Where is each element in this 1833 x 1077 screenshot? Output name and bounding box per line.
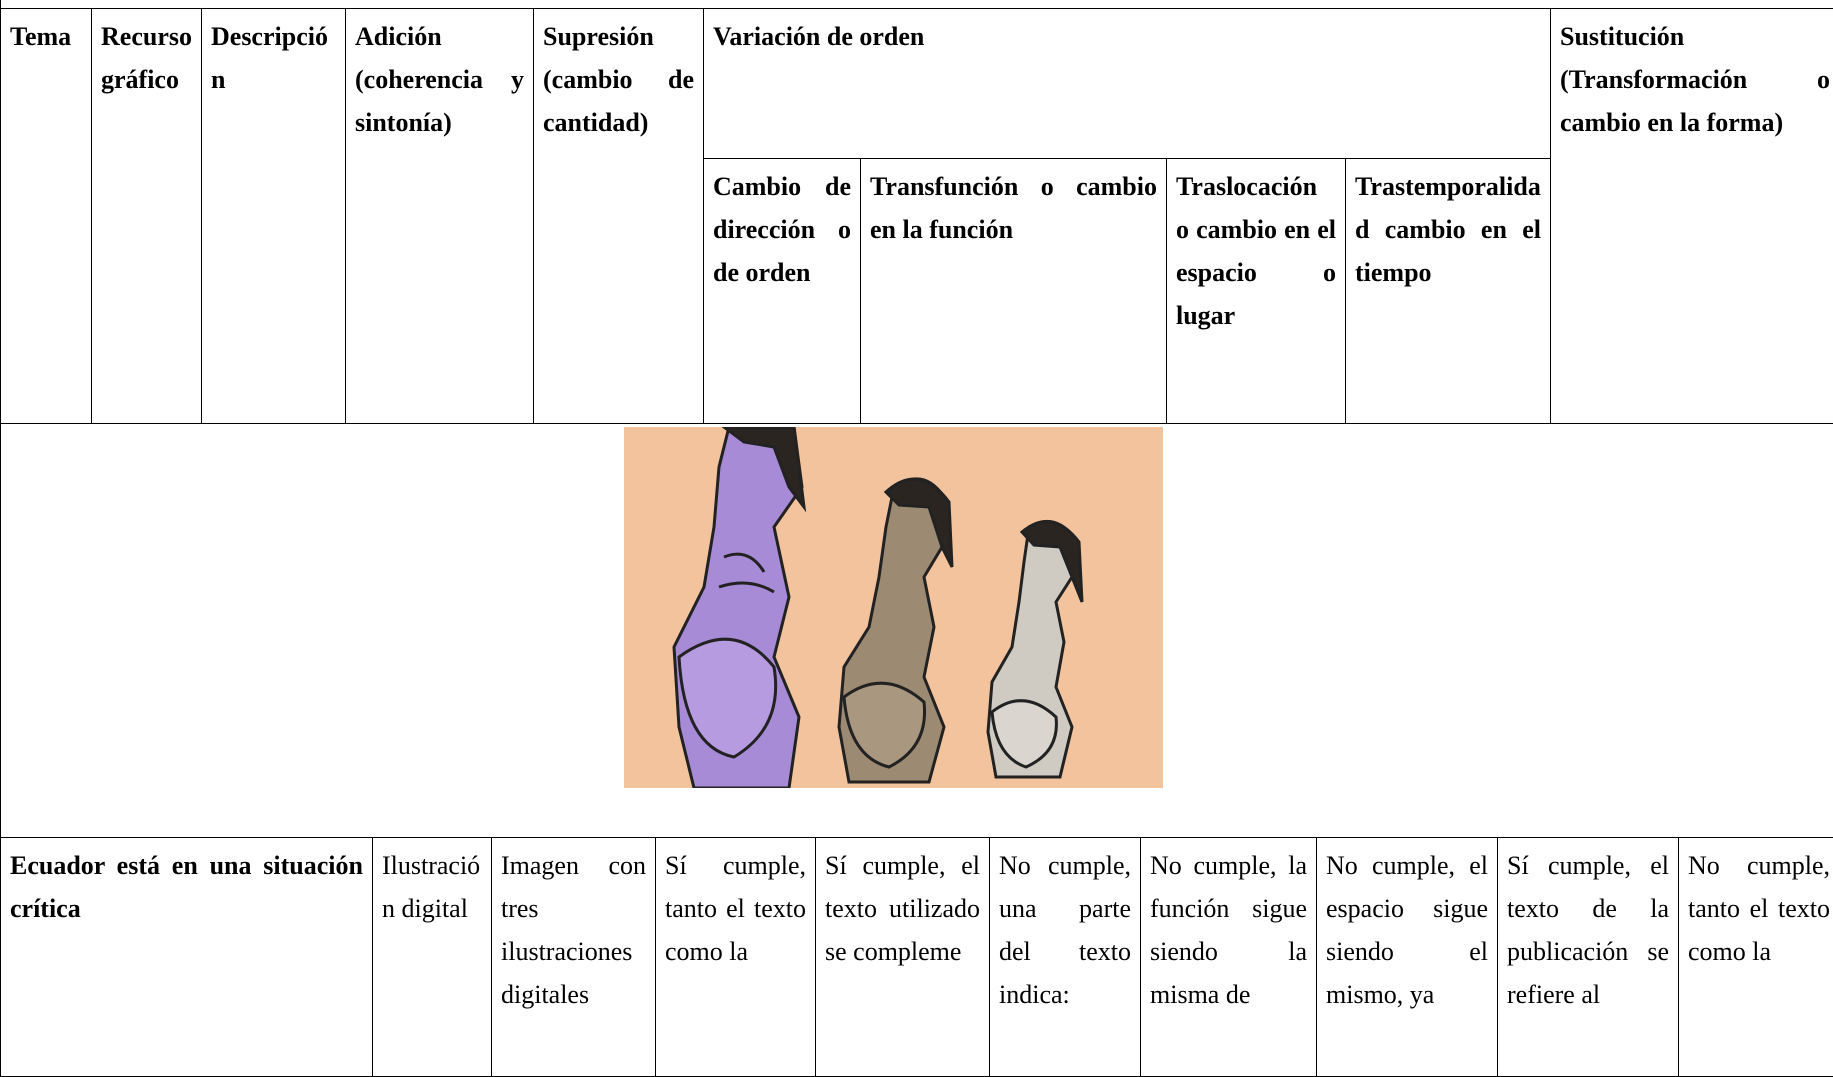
data-cell: No cumple, tanto el texto como la [1678,837,1833,1077]
data-cell: No cumple, una parte del texto indica: [989,837,1141,1077]
header-cell: Tema [0,8,92,424]
subheader-cell: Transfunción o cambio en la función [860,158,1167,424]
subheader-cell: Traslocación o cambio en el espacio o lu… [1166,158,1346,424]
data-cell: Ilustración digital [372,837,492,1077]
data-cell: Sí cumple, tanto el texto como la [655,837,816,1077]
header-cell: Supresión (cambio de cantidad) [533,8,704,424]
data-cell: No cumple, la función sigue siendo la mi… [1140,837,1317,1077]
header-cell: Descripción [201,8,346,424]
header-cell: Adición (coherencia y sintonía) [345,8,534,424]
subheader-cell: Cambio de dirección o de orden [703,158,861,424]
header-cell: Variación de orden [703,8,1551,159]
data-cell: Imagen con tres ilustraciones digitales [491,837,656,1077]
illustration [624,427,1163,788]
data-cell: Ecuador está en una situación crítica [0,837,373,1077]
header-cell: Sustitución (Transformación o cambio en … [1550,8,1833,424]
subheader-cell: Trastemporalidad cambio en el tiempo [1345,158,1551,424]
data-cell: Sí cumple, el texto de la publicación se… [1497,837,1679,1077]
table-edge [0,0,1833,8]
data-cell: Sí cumple, el texto utilizado se complem… [815,837,990,1077]
data-cell: No cumple, el espacio sigue siendo el mi… [1316,837,1498,1077]
header-cell: Recurso gráfico [91,8,202,424]
